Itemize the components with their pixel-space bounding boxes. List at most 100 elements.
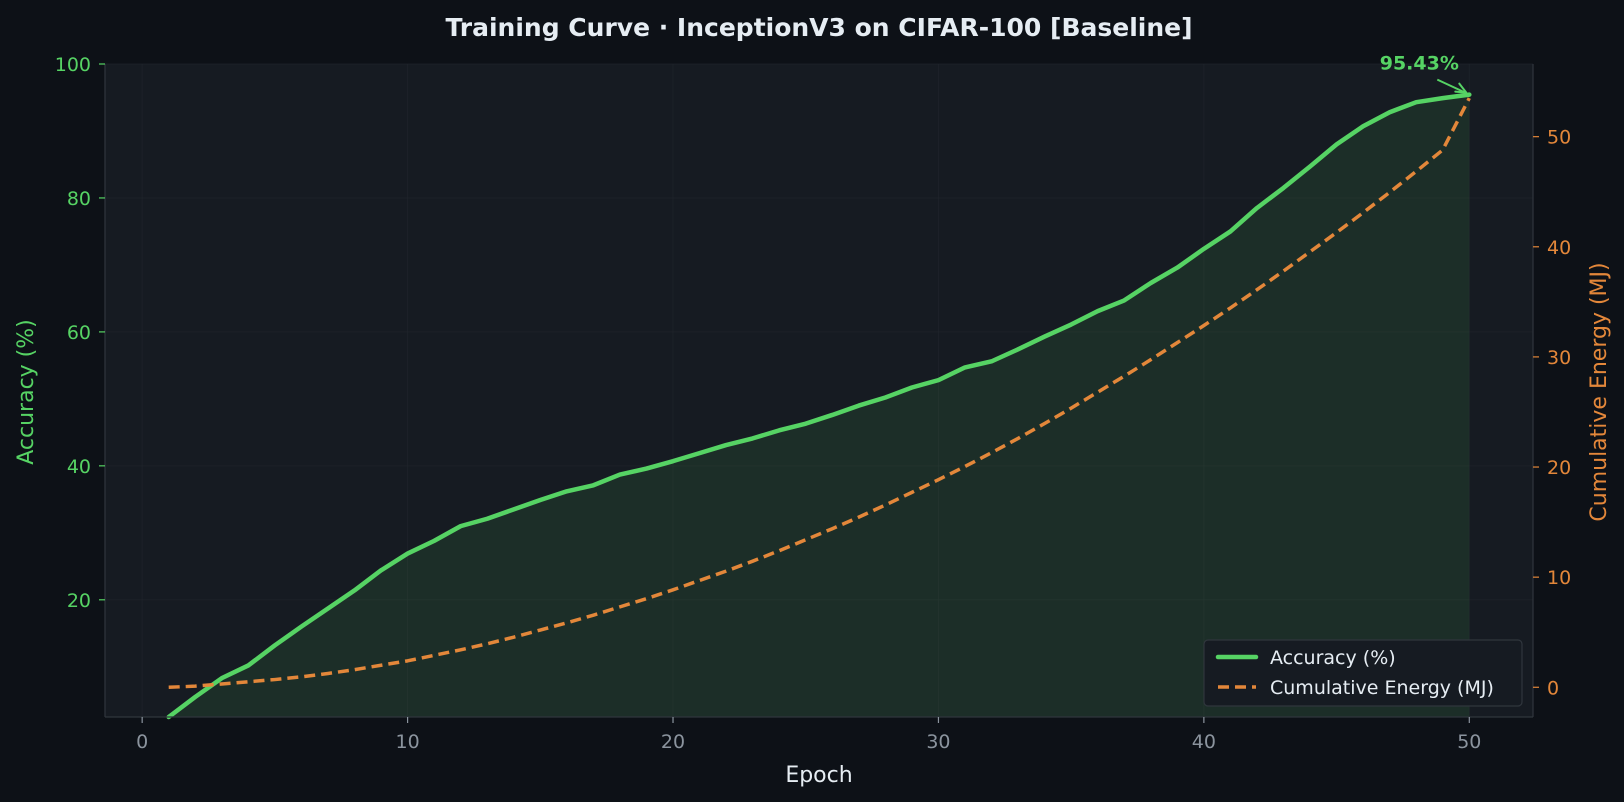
accuracy-point	[1415, 101, 1418, 104]
y2-tick-label: 20	[1547, 457, 1571, 479]
energy-point	[1096, 391, 1099, 394]
energy-point	[1017, 437, 1020, 440]
y-tick-label: 60	[67, 322, 91, 344]
energy-point	[1149, 358, 1152, 361]
accuracy-point	[406, 552, 409, 555]
energy-point	[326, 672, 329, 675]
energy-point	[273, 678, 276, 681]
energy-point	[831, 527, 834, 530]
accuracy-point	[831, 413, 834, 416]
accuracy-point	[220, 677, 223, 680]
energy-point	[1468, 97, 1471, 100]
y-tick-label: 20	[67, 590, 91, 612]
energy-point	[1441, 148, 1444, 151]
accuracy-point	[725, 444, 728, 447]
accuracy-point	[565, 490, 568, 493]
accuracy-point	[1441, 97, 1444, 100]
annotation-arrow-head	[1454, 82, 1468, 94]
x-tick-label: 0	[136, 731, 148, 753]
y-tick-label: 100	[55, 54, 91, 76]
series-layer	[166, 92, 1472, 720]
accuracy-point	[963, 366, 966, 369]
accuracy-point	[1070, 323, 1073, 326]
accuracy-point	[990, 360, 993, 363]
y2-tick-label: 40	[1547, 237, 1571, 259]
energy-point	[459, 648, 462, 651]
y-tick-label: 80	[67, 188, 91, 210]
accuracy-point	[1362, 125, 1365, 128]
accuracy-fill-area	[168, 94, 1470, 717]
accuracy-point	[1202, 247, 1205, 250]
accuracy-point	[778, 429, 781, 432]
accuracy-point	[433, 539, 436, 542]
x-tick-label: 40	[1192, 731, 1216, 753]
energy-point	[353, 668, 356, 671]
legend-label-energy: Cumulative Energy (MJ)	[1270, 677, 1494, 699]
x-tick-label: 10	[395, 731, 419, 753]
y2-tick-label: 0	[1547, 677, 1559, 699]
accuracy-point	[1388, 111, 1391, 114]
y-axis-label: Accuracy (%)	[14, 319, 39, 465]
energy-point	[300, 675, 303, 678]
accuracy-point	[937, 379, 940, 382]
annotation-label: 95.43%	[1380, 53, 1459, 75]
energy-point	[565, 621, 568, 624]
energy-point	[1229, 306, 1232, 309]
accuracy-point	[1043, 335, 1046, 338]
energy-point	[486, 642, 489, 645]
energy-point	[1176, 341, 1179, 344]
energy-point	[778, 549, 781, 552]
fill-layer	[168, 94, 1470, 717]
accuracy-point	[1468, 93, 1471, 96]
accuracy-point	[592, 484, 595, 487]
annotation-layer: 95.43%	[1380, 53, 1468, 94]
energy-point	[592, 614, 595, 617]
accuracy-point	[1229, 230, 1232, 233]
accuracy-point	[1096, 310, 1099, 313]
energy-point	[618, 605, 621, 608]
energy-point	[1415, 170, 1418, 173]
energy-point	[247, 680, 250, 683]
accuracy-point	[273, 644, 276, 647]
accuracy-line	[166, 92, 1472, 720]
legend: Accuracy (%) Cumulative Energy (MJ)	[1203, 639, 1523, 707]
energy-point	[804, 538, 807, 541]
energy-point	[963, 465, 966, 468]
accuracy-point	[194, 695, 197, 698]
energy-point	[1282, 270, 1285, 273]
energy-point	[512, 636, 515, 639]
energy-point	[1202, 324, 1205, 327]
energy-point	[433, 654, 436, 657]
energy-point	[857, 516, 860, 519]
accuracy-point	[645, 467, 648, 470]
x-tick-label: 30	[926, 731, 950, 753]
energy-point	[167, 686, 170, 689]
axis-layer: 0 10 20 30 40 50 20 40 60 80 100 0 10 20 30 40 50	[55, 54, 1571, 753]
energy-point	[1309, 250, 1312, 253]
accuracy-point	[247, 664, 250, 667]
accuracy-point	[857, 404, 860, 407]
energy-point	[751, 560, 754, 563]
accuracy-point	[1176, 266, 1179, 269]
grid	[105, 63, 1533, 717]
accuracy-point	[618, 473, 621, 476]
legend-box	[1203, 639, 1523, 707]
accuracy-point	[300, 625, 303, 628]
accuracy-point	[884, 396, 887, 399]
accuracy-point	[1309, 165, 1312, 168]
accuracy-point	[486, 517, 489, 520]
x-axis-label: Epoch	[785, 763, 852, 788]
energy-point	[672, 588, 675, 591]
energy-point	[645, 597, 648, 600]
energy-point	[406, 659, 409, 662]
accuracy-point	[751, 437, 754, 440]
accuracy-point	[326, 607, 329, 610]
energy-point	[1388, 191, 1391, 194]
y2-tick-label: 30	[1547, 347, 1571, 369]
x-tick-label: 20	[661, 731, 685, 753]
accuracy-point	[1149, 282, 1152, 285]
accuracy-point	[353, 589, 356, 592]
accuracy-point	[910, 386, 913, 389]
energy-point	[725, 570, 728, 573]
energy-point	[884, 504, 887, 507]
